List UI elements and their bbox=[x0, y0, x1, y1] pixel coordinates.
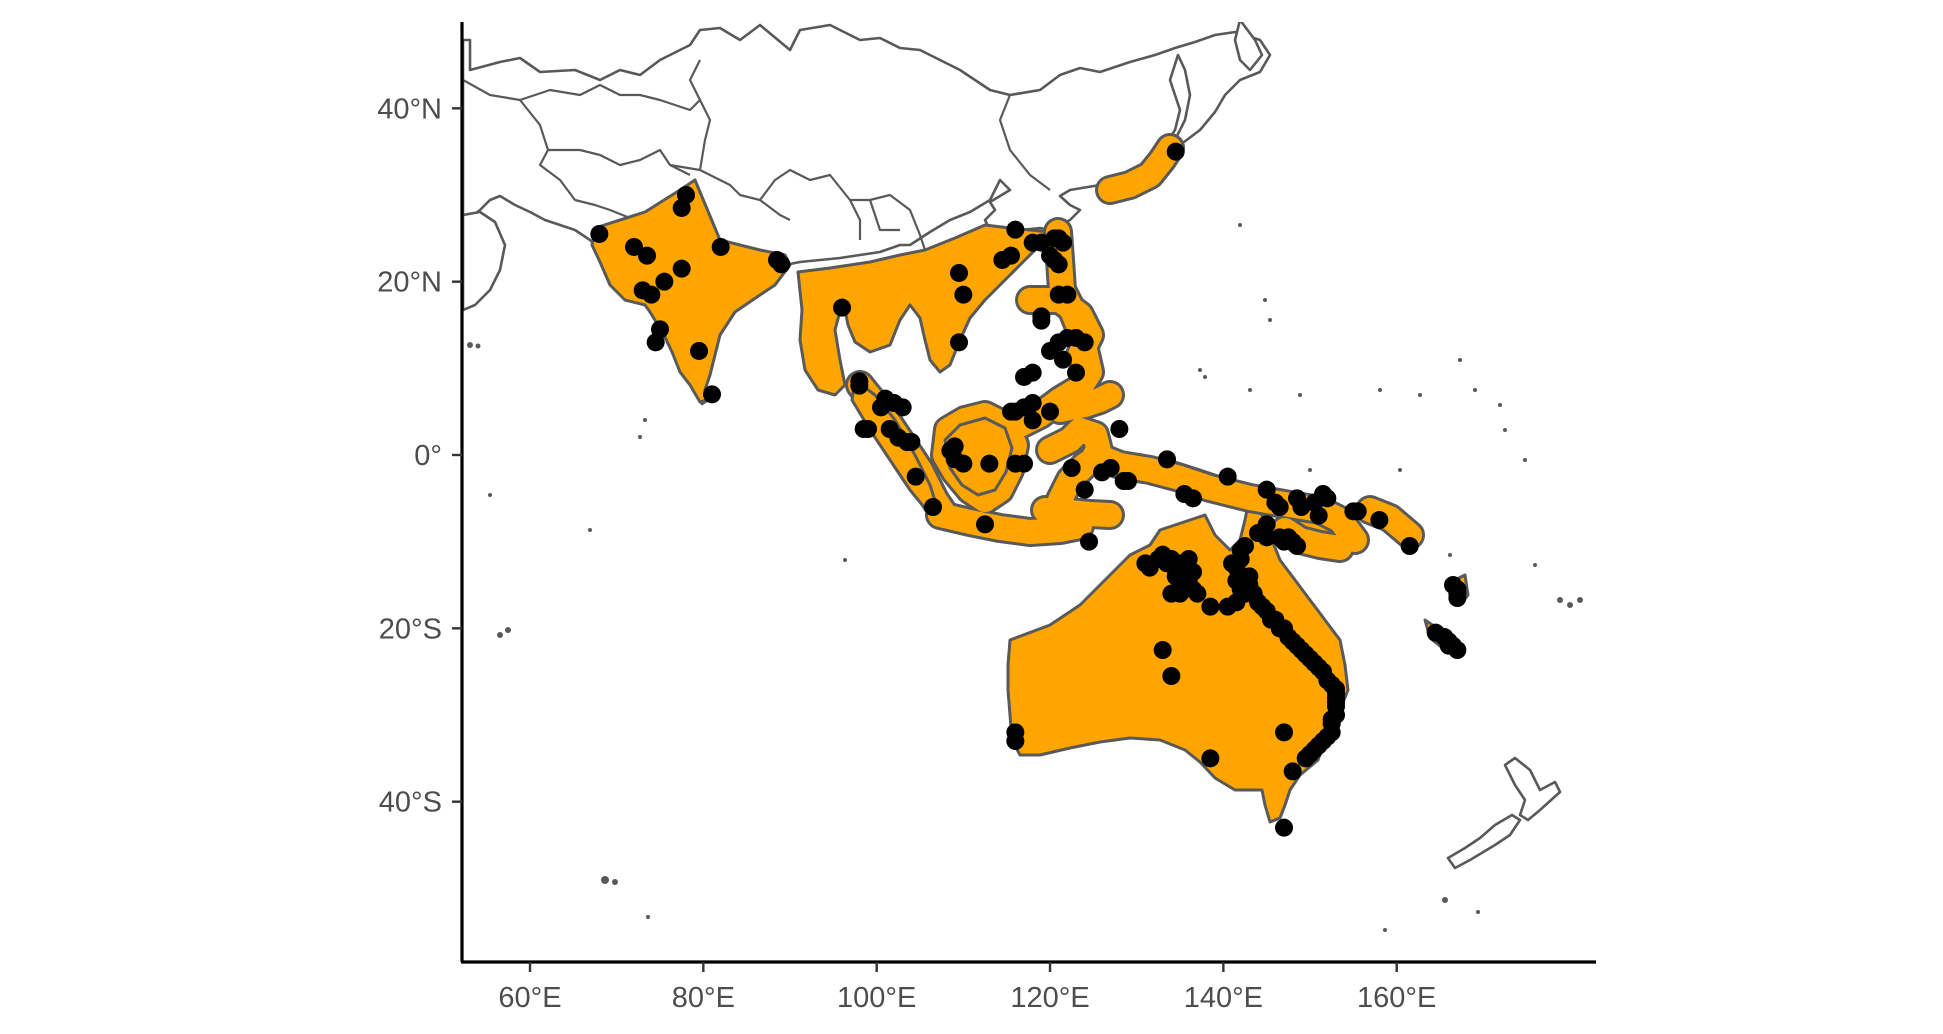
occurrence-point bbox=[833, 298, 852, 317]
occurrence-point bbox=[638, 246, 657, 265]
y-tick-label: 40°N bbox=[377, 93, 442, 125]
x-axis-ticks: 60°E 80°E 100°E 120°E 140°E 160°E bbox=[498, 962, 1436, 1014]
occurrence-point bbox=[859, 419, 878, 438]
occurrence-point bbox=[1110, 419, 1129, 438]
occurrence-point bbox=[1175, 485, 1194, 504]
occurrence-point bbox=[1400, 537, 1419, 556]
occurrence-point bbox=[1296, 749, 1315, 768]
occurrence-point bbox=[1006, 732, 1025, 751]
occurrence-point bbox=[625, 237, 644, 256]
x-tick-label: 160°E bbox=[1357, 982, 1436, 1014]
country-borders bbox=[463, 59, 1051, 251]
occurrence-point bbox=[1054, 350, 1073, 369]
occurrence-point bbox=[772, 255, 791, 274]
range-indochina bbox=[796, 223, 1052, 397]
occurrence-point bbox=[1166, 142, 1185, 161]
occurrence-point bbox=[1257, 480, 1276, 499]
occurrence-point bbox=[1023, 411, 1042, 430]
occurrence-point bbox=[1041, 402, 1060, 421]
occurrence-point bbox=[1201, 597, 1220, 616]
x-tick-label: 100°E bbox=[837, 982, 916, 1014]
occurrence-point bbox=[1006, 402, 1025, 421]
occurrence-point bbox=[1257, 528, 1276, 547]
occurrence-point bbox=[980, 454, 999, 473]
y-axis-ticks: 40°N 20°N 0° 20°S 40°S bbox=[377, 93, 462, 819]
occurrence-point bbox=[945, 450, 964, 469]
y-tick-label: 20°N bbox=[377, 267, 442, 299]
occurrence-point bbox=[655, 272, 674, 291]
occurrence-point bbox=[1439, 636, 1458, 655]
occurrence-point bbox=[646, 333, 665, 352]
occurrence-point bbox=[677, 185, 696, 204]
occurrence-point bbox=[1075, 333, 1094, 352]
occurrence-point bbox=[924, 498, 943, 517]
occurrence-point bbox=[1283, 762, 1302, 781]
occurrence-point bbox=[1049, 255, 1068, 274]
occurrence-point bbox=[976, 515, 995, 534]
occurrence-point bbox=[954, 285, 973, 304]
occurrence-point bbox=[902, 432, 921, 451]
occurrence-point bbox=[1058, 285, 1077, 304]
occurrence-point bbox=[1015, 454, 1034, 473]
y-tick-label: 20°S bbox=[379, 613, 442, 645]
occurrence-point bbox=[590, 224, 609, 243]
small-islands bbox=[467, 223, 1583, 932]
occurrence-point bbox=[1275, 723, 1294, 742]
occurrence-point bbox=[1348, 502, 1367, 521]
range-borneo bbox=[943, 416, 1014, 497]
occurrence-point bbox=[1023, 363, 1042, 382]
occurrence-points bbox=[590, 142, 1467, 837]
occurrence-point bbox=[1158, 554, 1177, 573]
occurrence-point bbox=[1158, 450, 1177, 469]
occurrence-point bbox=[1080, 532, 1099, 551]
occurrence-point bbox=[850, 376, 869, 395]
occurrence-point bbox=[906, 467, 925, 486]
x-tick-label: 80°E bbox=[672, 982, 735, 1014]
occurrence-point bbox=[1054, 233, 1073, 252]
occurrence-point bbox=[945, 437, 964, 456]
arabia bbox=[463, 210, 507, 312]
occurrence-point bbox=[1288, 489, 1307, 508]
occurrence-point bbox=[1370, 511, 1389, 530]
occurrence-point bbox=[1309, 506, 1328, 525]
occurrence-point bbox=[1002, 246, 1021, 265]
occurrence-point bbox=[1231, 550, 1250, 569]
occurrence-point bbox=[642, 285, 661, 304]
occurrence-point bbox=[872, 398, 891, 417]
y-tick-label: 40°S bbox=[379, 787, 442, 819]
occurrence-point bbox=[711, 237, 730, 256]
occurrence-point bbox=[1032, 311, 1051, 330]
occurrence-point bbox=[1162, 667, 1181, 686]
occurrence-point bbox=[950, 333, 969, 352]
occurrence-point bbox=[893, 398, 912, 417]
occurrence-point bbox=[703, 385, 722, 404]
new-zealand bbox=[1446, 756, 1562, 870]
occurrence-point bbox=[1218, 467, 1237, 486]
occurrence-point bbox=[1184, 580, 1203, 599]
occurrence-point bbox=[1275, 818, 1294, 837]
x-tick-label: 120°E bbox=[1010, 982, 1089, 1014]
occurrence-point bbox=[1114, 472, 1133, 491]
occurrence-point bbox=[1041, 341, 1060, 360]
occurrence-point bbox=[1006, 220, 1025, 239]
y-tick-label: 0° bbox=[414, 440, 442, 472]
x-tick-label: 140°E bbox=[1184, 982, 1263, 1014]
x-tick-label: 60°E bbox=[498, 982, 561, 1014]
occurrence-point bbox=[1101, 459, 1120, 478]
occurrence-point bbox=[1270, 498, 1289, 517]
occurrence-point bbox=[1067, 363, 1086, 382]
occurrence-point bbox=[1318, 489, 1337, 508]
range-india bbox=[590, 178, 792, 404]
occurrence-point bbox=[1444, 576, 1463, 595]
occurrence-point bbox=[1153, 641, 1172, 660]
occurrence-point bbox=[672, 259, 691, 278]
occurrence-point bbox=[1075, 480, 1094, 499]
occurrence-point bbox=[690, 341, 709, 360]
occurrence-point bbox=[1275, 532, 1294, 551]
occurrence-point bbox=[1201, 749, 1220, 768]
occurrence-point bbox=[1062, 459, 1081, 478]
occurrence-point bbox=[950, 263, 969, 282]
